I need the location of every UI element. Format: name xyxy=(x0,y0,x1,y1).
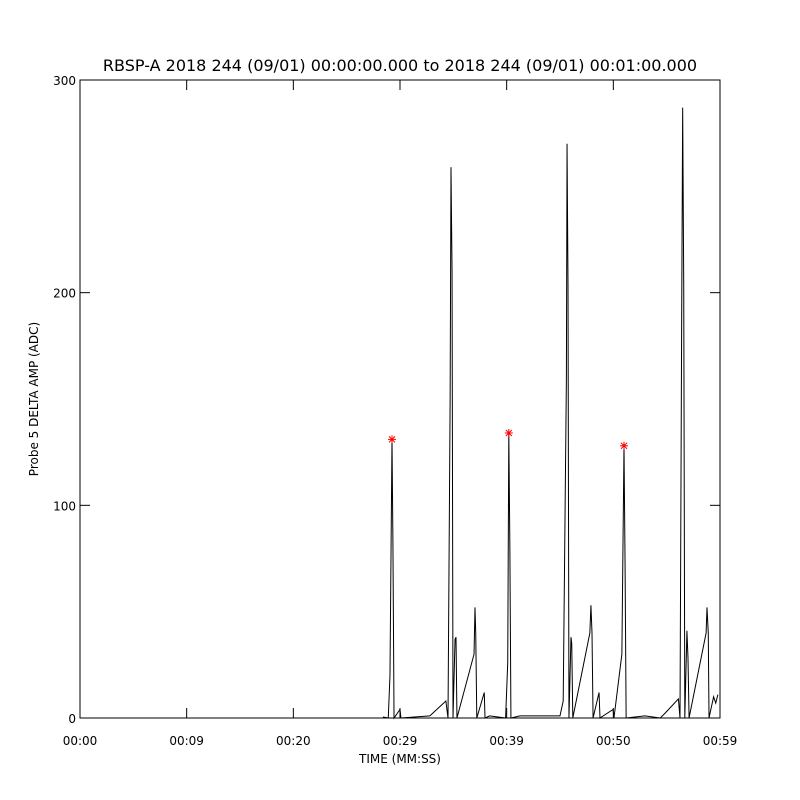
peak-marker xyxy=(504,429,513,438)
y-tick-label: 0 xyxy=(68,712,76,726)
x-tick-label: 00:09 xyxy=(169,734,204,748)
x-axis-title: TIME (MM:SS) xyxy=(358,752,441,766)
x-tick-label: 00:00 xyxy=(63,734,98,748)
y-tick-label: 300 xyxy=(53,74,76,88)
x-tick-label: 00:39 xyxy=(489,734,524,748)
x-tick-label: 00:59 xyxy=(703,734,738,748)
y-axis-title: Probe 5 DELTA AMP (ADC) xyxy=(27,322,41,476)
data-line xyxy=(382,107,719,720)
x-tick-label: 00:29 xyxy=(383,734,418,748)
y-tick-label: 200 xyxy=(53,287,76,301)
y-tick-label: 100 xyxy=(53,499,76,513)
peak-marker xyxy=(620,441,628,450)
x-tick-label: 00:50 xyxy=(596,734,631,748)
peak-marker xyxy=(388,435,396,444)
x-tick-label: 00:20 xyxy=(276,734,311,748)
chart-title: RBSP-A 2018 244 (09/01) 00:00:00.000 to … xyxy=(103,56,697,75)
